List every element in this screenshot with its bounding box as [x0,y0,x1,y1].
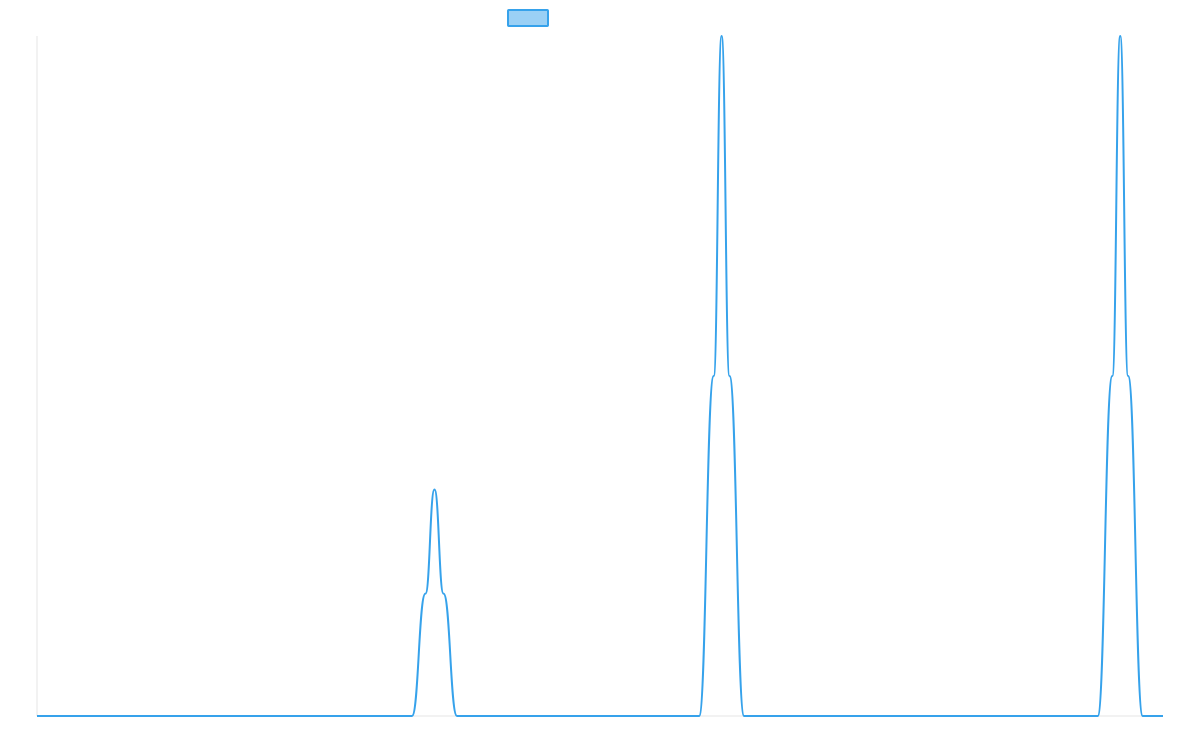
series-layer [37,35,1163,717]
series-line-0 [37,35,1163,717]
legend-swatch[interactable] [507,9,549,27]
